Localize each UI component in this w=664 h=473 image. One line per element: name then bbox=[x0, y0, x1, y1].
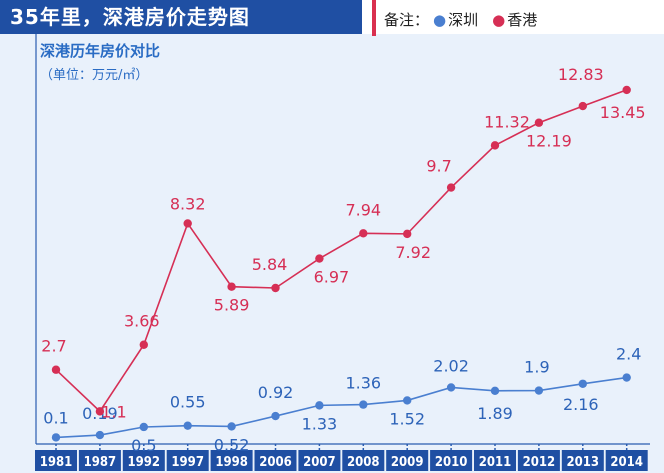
data-point-hongkong bbox=[227, 282, 236, 291]
data-point-shenzhen bbox=[446, 383, 456, 392]
data-label-shenzhen: 2.4 bbox=[616, 345, 641, 364]
legend-dot-hongkong: ● bbox=[492, 11, 506, 29]
x-tick-label: 1997 bbox=[171, 455, 204, 470]
data-label-hongkong: 5.89 bbox=[214, 296, 250, 315]
unit-label: （单位：万元/㎡） bbox=[40, 68, 149, 83]
x-tick-label: 2009 bbox=[391, 455, 424, 470]
data-point-shenzhen bbox=[622, 373, 631, 382]
data-label-hongkong: 2.7 bbox=[41, 337, 66, 356]
x-tick-label: 2007 bbox=[303, 455, 336, 470]
data-label-hongkong: 6.97 bbox=[314, 268, 350, 287]
data-point-shenzhen bbox=[534, 386, 544, 395]
data-label-hongkong: 13.45 bbox=[600, 103, 646, 122]
data-point-shenzhen bbox=[271, 411, 280, 421]
data-label-shenzhen: 0.52 bbox=[214, 435, 250, 454]
data-label-shenzhen: 0.1 bbox=[43, 408, 68, 427]
data-label-shenzhen: 0.92 bbox=[258, 383, 294, 402]
data-point-hongkong bbox=[534, 118, 544, 127]
x-tick-box bbox=[605, 450, 648, 471]
chart-title: 深港历年房价对比 bbox=[40, 42, 161, 60]
data-point-hongkong bbox=[95, 407, 105, 416]
legend-panel bbox=[362, 0, 664, 34]
x-tick-box bbox=[342, 450, 385, 471]
x-tick-box bbox=[561, 450, 604, 471]
x-tick-label: 2011 bbox=[479, 455, 512, 470]
x-tick-box bbox=[474, 450, 516, 471]
data-label-shenzhen: 1.36 bbox=[345, 374, 381, 393]
x-tick-box bbox=[430, 450, 473, 471]
data-label-hongkong: 3.66 bbox=[124, 312, 160, 331]
series-line-shenzhen bbox=[55, 376, 627, 439]
data-label-hongkong: 7.94 bbox=[345, 200, 381, 219]
x-tick-label: 2006 bbox=[259, 455, 292, 470]
legend: 备注： ● 深圳 ● 香港 bbox=[384, 0, 537, 34]
data-point-shenzhen bbox=[578, 379, 587, 388]
data-point-shenzhen bbox=[359, 400, 368, 409]
x-tick-box bbox=[166, 450, 209, 471]
x-tick-label: 2008 bbox=[347, 455, 380, 470]
data-point-hongkong bbox=[446, 183, 456, 192]
x-tick-box bbox=[210, 450, 253, 471]
x-tick-box bbox=[386, 450, 429, 471]
legend-prefix: 备注： bbox=[384, 11, 430, 29]
data-label-hongkong: 9.7 bbox=[426, 157, 451, 176]
x-tick-box bbox=[122, 450, 165, 471]
data-label-hongkong: 5.84 bbox=[252, 255, 288, 274]
data-point-hongkong bbox=[139, 340, 148, 349]
data-point-shenzhen bbox=[403, 396, 412, 405]
data-point-shenzhen bbox=[183, 421, 192, 430]
data-point-shenzhen bbox=[490, 386, 500, 396]
data-label-shenzhen: 0.5 bbox=[131, 436, 156, 455]
x-tick-label: 1981 bbox=[40, 455, 73, 470]
x-tick-box bbox=[78, 450, 121, 471]
data-point-hongkong bbox=[403, 229, 412, 239]
data-label-shenzhen: 2.16 bbox=[563, 395, 599, 414]
data-point-hongkong bbox=[622, 85, 631, 95]
data-point-shenzhen bbox=[315, 401, 324, 410]
data-point-hongkong bbox=[271, 283, 280, 293]
data-label-shenzhen: 2.02 bbox=[433, 356, 469, 375]
x-tick-box bbox=[517, 450, 560, 471]
x-tick-box bbox=[35, 450, 77, 471]
data-point-shenzhen bbox=[95, 430, 105, 440]
data-label-hongkong: 11.32 bbox=[484, 112, 530, 131]
legend-label-hongkong: 香港 bbox=[507, 11, 538, 29]
x-tick-label: 2014 bbox=[610, 455, 643, 470]
legend-label-shenzhen: 深圳 bbox=[448, 11, 479, 29]
data-label-hongkong: 12.19 bbox=[526, 132, 572, 151]
data-point-hongkong bbox=[359, 229, 368, 238]
x-tick-label: 1998 bbox=[215, 455, 248, 470]
data-point-hongkong bbox=[51, 365, 61, 374]
x-tick-label: 2013 bbox=[567, 455, 600, 470]
data-label-hongkong: 12.83 bbox=[558, 65, 604, 84]
x-tick-label: 1992 bbox=[128, 455, 161, 470]
x-tick-box bbox=[254, 450, 297, 471]
data-point-shenzhen bbox=[227, 422, 236, 431]
x-tick-box bbox=[298, 450, 341, 471]
series-line-hongkong bbox=[55, 89, 627, 413]
data-point-hongkong bbox=[578, 101, 587, 111]
data-label-shenzhen: 1.52 bbox=[389, 409, 425, 428]
data-point-hongkong bbox=[490, 141, 500, 150]
data-label-shenzhen: 1.89 bbox=[477, 404, 513, 423]
x-tick-label: 2010 bbox=[435, 455, 468, 470]
data-label-hongkong: 7.92 bbox=[395, 243, 431, 262]
data-point-shenzhen bbox=[139, 422, 148, 432]
data-label-shenzhen: 0.55 bbox=[170, 393, 206, 412]
legend-dot-shenzhen: ● bbox=[433, 11, 447, 29]
data-point-hongkong bbox=[183, 219, 192, 228]
data-label-shenzhen: 1.33 bbox=[302, 414, 338, 433]
data-point-shenzhen bbox=[51, 433, 61, 442]
x-tick-label: 1987 bbox=[84, 455, 117, 470]
data-label-hongkong: 1.1 bbox=[101, 402, 126, 421]
chart-header-title: 35年里，深港房价走势图 bbox=[0, 0, 362, 34]
data-point-hongkong bbox=[315, 254, 324, 263]
header-divider bbox=[372, 0, 376, 36]
x-tick-label: 2012 bbox=[523, 455, 556, 470]
data-label-shenzhen: 1.9 bbox=[524, 358, 549, 377]
data-label-hongkong: 8.32 bbox=[170, 194, 206, 213]
